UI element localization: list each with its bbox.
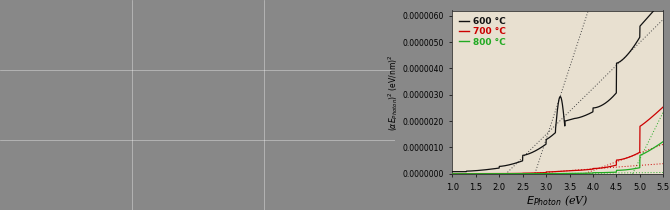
X-axis label: $E_{Photon}$ (eV): $E_{Photon}$ (eV) bbox=[527, 193, 589, 208]
Y-axis label: $({\alpha}E_{Photon})^2$ (eV/nm)$^2$: $({\alpha}E_{Photon})^2$ (eV/nm)$^2$ bbox=[386, 54, 400, 131]
Legend: 600 °C, 700 °C, 800 °C: 600 °C, 700 °C, 800 °C bbox=[457, 15, 508, 48]
